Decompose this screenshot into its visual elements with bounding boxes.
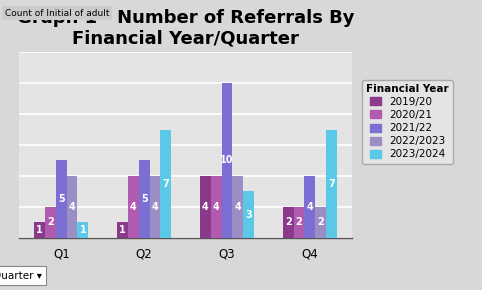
Bar [222,83,232,238]
Text: 2: 2 [295,217,302,227]
Text: Quarter ▾: Quarter ▾ [0,271,41,281]
Bar [117,222,128,238]
Title: Graph 1 - Number of Referrals By
Financial Year/Quarter: Graph 1 - Number of Referrals By Financi… [17,9,354,48]
Text: 3: 3 [245,210,252,220]
Text: 1: 1 [80,225,86,235]
Text: 4: 4 [69,202,76,212]
Text: Count of Initial of adult: Count of Initial of adult [5,9,109,18]
Bar [294,207,305,238]
Bar [326,130,337,238]
Bar [149,176,161,238]
Bar [211,176,222,238]
Text: 4: 4 [307,202,313,212]
Bar [139,160,149,238]
Bar [305,176,315,238]
Bar [200,176,211,238]
Bar [34,222,45,238]
Text: 7: 7 [328,179,335,189]
Bar [243,191,254,238]
Text: 4: 4 [151,202,158,212]
Bar [232,176,243,238]
Bar [161,130,171,238]
Text: 5: 5 [141,194,147,204]
Text: 4: 4 [202,202,209,212]
Text: 5: 5 [58,194,65,204]
Text: 1: 1 [119,225,126,235]
Bar [78,222,88,238]
Text: 2: 2 [317,217,324,227]
Text: 2: 2 [47,217,54,227]
Text: 4: 4 [130,202,137,212]
Legend: 2019/20, 2020/21, 2021/22, 2022/2023, 2023/2024: 2019/20, 2020/21, 2021/22, 2022/2023, 20… [362,80,453,164]
Bar [283,207,294,238]
Text: 4: 4 [213,202,220,212]
Bar [128,176,139,238]
Text: 1: 1 [37,225,43,235]
Bar [67,176,78,238]
Text: 4: 4 [234,202,241,212]
Text: 7: 7 [162,179,169,189]
Text: 2: 2 [285,217,292,227]
Bar [315,207,326,238]
Bar [45,207,56,238]
Bar [56,160,67,238]
Text: 10: 10 [220,155,234,166]
